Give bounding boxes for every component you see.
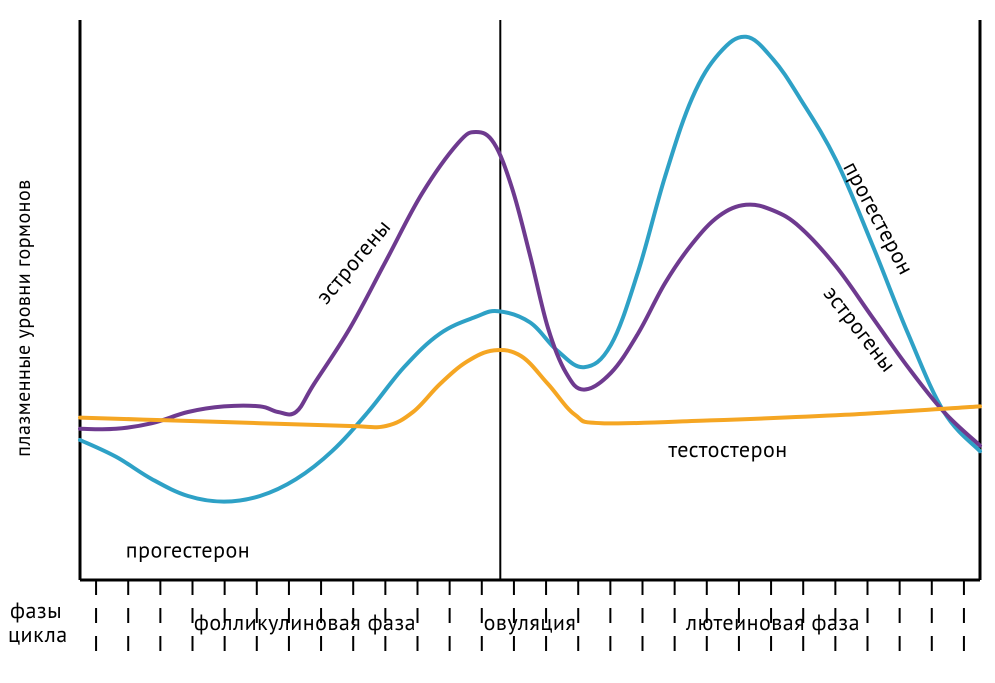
y-axis-label: плазменные уровни гормонов [10,179,36,456]
series-annotation: эстрогены [817,280,902,378]
phase-label: лютеиновая фаза [685,609,860,637]
series-annotation: тестостерон [668,436,787,464]
series-testosterone [80,350,980,427]
phase-label: овуляция [484,609,577,637]
series-group [80,37,980,502]
hormone-cycle-chart: плазменные уровни гормонов фазы цикла фо… [0,0,995,683]
series-labels: эстрогеныпрогестеронпрогестеронэстрогены… [126,157,920,565]
series-annotation: прогестерон [126,537,250,565]
phase-labels: фолликулиновая фаза овуляция лютеиновая фа… [194,609,860,637]
series-progesterone [80,37,980,502]
phase-label: фолликулиновая фаза [194,609,416,637]
phase-prefix-line2: цикла [8,621,68,649]
